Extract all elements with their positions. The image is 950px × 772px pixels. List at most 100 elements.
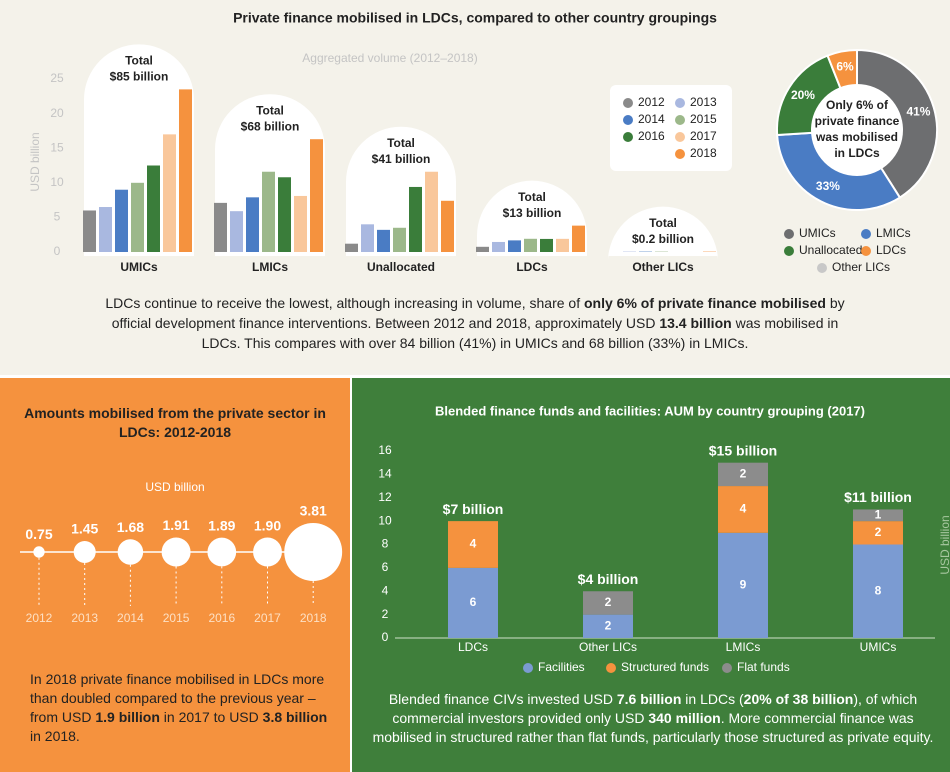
legend-box: [610, 85, 732, 171]
left-panel: [0, 378, 350, 772]
legend-swatch: [675, 98, 685, 108]
caption-text: in 2017 to USD: [159, 709, 263, 725]
data-label: 2: [875, 525, 882, 539]
x-tick-label: LMICs: [252, 260, 288, 274]
caption-text: in 2018.: [30, 728, 80, 744]
data-label: 2: [605, 618, 612, 632]
data-label: 9: [740, 578, 747, 592]
bar: [230, 211, 243, 252]
bar: [310, 139, 323, 252]
bar: [147, 165, 160, 252]
bar: [99, 207, 112, 252]
bar: [115, 189, 128, 252]
bar-segment: [583, 591, 633, 615]
bubble: [33, 546, 45, 558]
legend-label: Other LICs: [832, 260, 890, 274]
bar: [393, 227, 406, 252]
bar-segment: [718, 486, 768, 533]
bar: [163, 134, 176, 252]
data-label: 2: [740, 467, 747, 481]
bar-segment: [718, 462, 768, 487]
center-text: was mobilised: [815, 130, 898, 144]
legend-swatch: [675, 132, 685, 142]
bar: [246, 197, 259, 252]
annotation: Total: [256, 103, 284, 117]
data-label: 6: [470, 595, 477, 609]
bar: [278, 177, 291, 252]
bubble: [161, 537, 191, 567]
annotation: $7 billion: [443, 501, 504, 517]
legend-label: UMICs: [799, 226, 836, 240]
y-axis-label: USD billion: [28, 132, 42, 191]
annotation: $85 billion: [110, 70, 169, 84]
annotation: $68 billion: [241, 119, 300, 133]
annotation: $11 billion: [844, 489, 912, 505]
bar: [556, 238, 569, 252]
annotation: Total: [125, 54, 153, 68]
y-tick-label: 25: [50, 71, 64, 85]
center-text: in LDCs: [834, 146, 880, 160]
caption-text: 1.9 billion: [95, 709, 160, 725]
legend-swatch: [623, 98, 633, 108]
x-tick-label: UMICs: [120, 260, 158, 274]
annotation: Total: [518, 190, 546, 204]
x-tick-label: UMICs: [860, 640, 897, 654]
bubble: [207, 537, 237, 567]
data-label: 1.90: [254, 517, 281, 533]
bar: [476, 246, 489, 252]
bar-segment: [853, 521, 903, 545]
caption-text: in LDCs (: [681, 691, 744, 707]
y-tick-label: 20: [50, 106, 64, 120]
annotation: Total: [387, 136, 415, 150]
total-arch: [608, 206, 718, 262]
data-label: 33%: [816, 179, 840, 193]
caption-text: only 6% of private finance mobilised: [583, 295, 826, 311]
caption-text: In 2018 private finance mobilised in LDC…: [30, 671, 325, 725]
bar-segment: [448, 567, 498, 638]
legend-label: 2016: [638, 129, 665, 143]
data-label: 20%: [791, 88, 815, 102]
bar: [179, 89, 192, 252]
caption-text: . More commercial finance was mobilised …: [372, 710, 934, 745]
bar: [540, 238, 553, 252]
y-tick-label: 10: [378, 513, 392, 527]
bar-segment: [853, 544, 903, 638]
y-tick-label: 0: [54, 244, 61, 258]
bar: [83, 210, 96, 252]
bubble: [253, 537, 282, 567]
pie-center: [811, 84, 903, 176]
legend-swatch: [817, 263, 827, 273]
bar: [214, 202, 227, 252]
x-tick-label: LMICs: [726, 640, 761, 654]
bar: [294, 195, 307, 252]
chart-title: Blended finance funds and facilities: AU…: [435, 403, 865, 418]
annotation: $15 billion: [709, 442, 777, 458]
center-text: private finance: [815, 114, 900, 128]
x-tick-label: 2015: [163, 611, 190, 625]
legend-swatch: [606, 663, 616, 673]
legend-swatch: [784, 229, 794, 239]
legend-swatch: [861, 246, 871, 256]
y-tick-label: 16: [378, 443, 392, 457]
bubble: [284, 523, 343, 581]
y-axis-label: USD billion: [938, 515, 950, 574]
legend-label: Unallocated: [799, 243, 862, 257]
legend-swatch: [623, 115, 633, 125]
annotation: Total: [649, 216, 677, 230]
caption-text: 20% of 38 billion: [743, 691, 854, 707]
caption-text: by official development finance interven…: [111, 295, 845, 331]
annotation: $4 billion: [578, 571, 639, 587]
bar: [441, 200, 454, 252]
bar-segment: [718, 532, 768, 638]
caption: In 2018 private finance mobilised in LDC…: [30, 670, 330, 746]
chart-subtitle: Aggregated volume (2012–2018): [302, 51, 477, 65]
data-label: 2: [605, 595, 612, 609]
x-tick-label: 2012: [26, 611, 53, 625]
data-label: 1.89: [208, 517, 235, 533]
legend-swatch: [623, 132, 633, 142]
chart-title: Amounts mobilised from the private secto…: [24, 405, 326, 440]
data-label: 1.68: [117, 519, 144, 535]
caption-text: 3.8 billion: [262, 709, 328, 725]
legend-label: 2013: [690, 95, 717, 109]
